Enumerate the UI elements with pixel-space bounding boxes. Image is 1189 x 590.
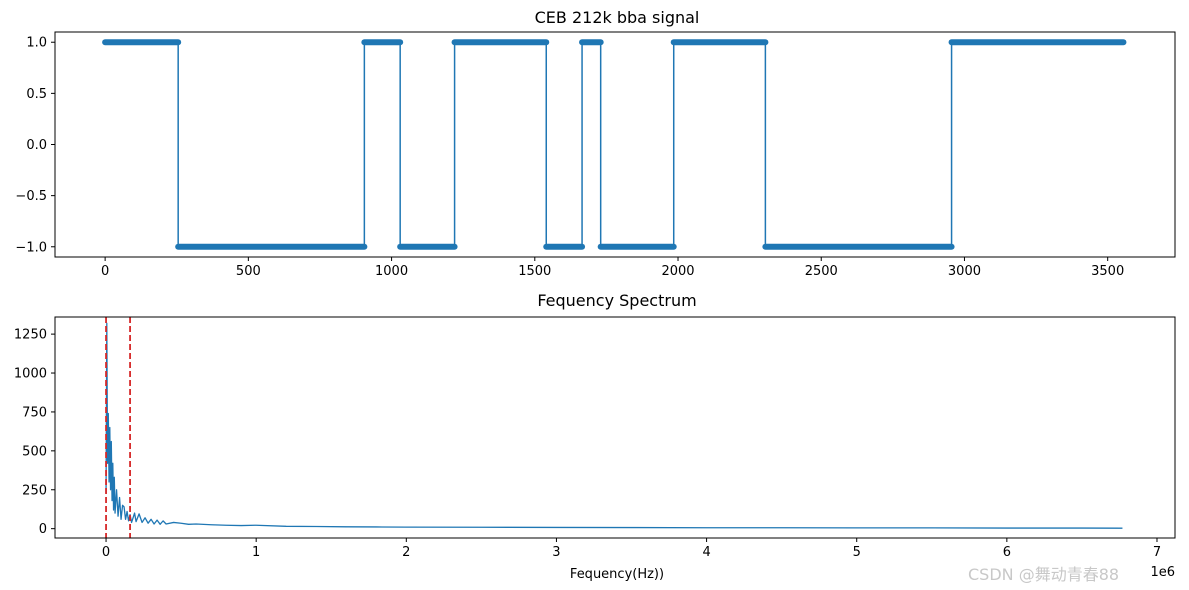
spectrum-y-tick-label: 250 [22,483,47,498]
spectrum-axes-frame [54,316,1176,539]
signal-plot-area [102,39,1127,250]
signal-x-tick-label: 3000 [948,264,981,279]
spectrum-y-tick-label: 0 [39,522,47,537]
spectrum-x-tick-label: 5 [853,545,861,560]
spectrum-x-tick-label: 0 [102,545,110,560]
spectrum-y-tick-label: 1000 [14,367,47,382]
signal-x-tick-label: 2000 [661,264,694,279]
spectrum-title: Fequency Spectrum [537,291,696,310]
spectrum-x-tick-label: 7 [1153,545,1161,560]
watermark: CSDN @舞动青春88 [968,565,1120,584]
spectrum-x-tick-label: 1 [252,545,260,560]
signal-x-tick-label: 1000 [375,264,408,279]
spectrum-x-tick-label: 2 [402,545,410,560]
spectrum-x-axis: 0 1 2 3 4 5 6 7 [102,538,1161,560]
signal-y-tick-label: 0.5 [26,87,47,102]
spectrum-plot-area [105,317,1123,538]
spectrum-y-tick-label: 1250 [14,328,47,343]
spectrum-x-tick-label: 3 [552,545,560,560]
signal-x-tick-label: 3500 [1091,264,1124,279]
spectrum-y-tick-label: 500 [22,444,47,459]
signal-x-tick-label: 500 [236,264,261,279]
signal-y-tick-label: −1.0 [15,240,47,255]
spectrum-x-scale-label: 1e6 [1150,565,1175,580]
signal-line [105,41,1124,248]
spectrum-line [105,322,1123,529]
signal-title: CEB 212k bba signal [535,8,700,27]
signal-x-tick-label: 2500 [805,264,838,279]
signal-x-tick-label: 0 [101,264,109,279]
signal-x-axis: 0 500 1000 1500 2000 2500 3000 3500 [101,257,1124,279]
signal-subplot: CEB 212k bba signal 0 500 1000 1500 2000 2500… [15,8,1176,279]
signal-y-tick-label: 1.0 [26,36,47,51]
spectrum-y-axis: 0 250 500 750 1000 1250 [14,328,55,537]
spectrum-x-tick-label: 4 [702,545,710,560]
spectrum-x-label: Fequency(Hz)) [570,567,664,582]
spectrum-x-tick-label: 6 [1003,545,1011,560]
spectrum-subplot: Fequency Spectrum 0 1 2 3 4 5 6 7 0 250 500 750 100… [14,291,1176,582]
signal-y-tick-label: −0.5 [15,189,47,204]
signal-x-tick-label: 1500 [518,264,551,279]
signal-y-axis: −1.0 −0.5 0.0 0.5 1.0 [15,36,55,255]
spectrum-y-tick-label: 750 [22,405,47,420]
signal-axes-frame [54,31,1176,258]
signal-y-tick-label: 0.0 [26,138,47,153]
